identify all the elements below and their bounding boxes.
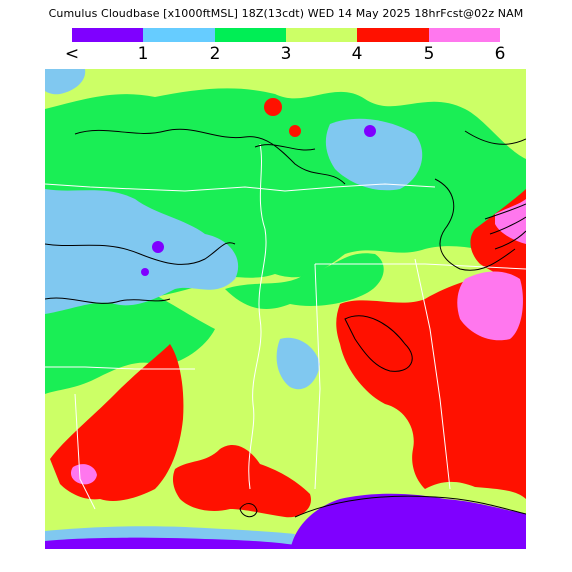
region-1-2kft-central xyxy=(276,337,320,390)
region-4-5kft-southwest xyxy=(50,344,184,501)
colorbar-tick-label: 5 xyxy=(423,44,435,64)
state-border xyxy=(315,263,526,270)
state-border xyxy=(45,366,195,370)
region-below-1kft-spot xyxy=(141,268,149,276)
colorbar-swatch-5-6 xyxy=(428,28,500,42)
region-5-6kft-east xyxy=(457,271,523,341)
colorbar-tick-label: 3 xyxy=(280,44,292,64)
contour-line xyxy=(484,203,526,250)
contour-line xyxy=(239,503,258,518)
colorbar-tick-label: 2 xyxy=(209,44,221,64)
state-borders xyxy=(45,143,526,510)
contour-line xyxy=(294,495,526,518)
contour-line xyxy=(464,130,526,145)
region-4-5kft-south-central xyxy=(172,444,311,518)
region-4-5kft-spot xyxy=(289,125,301,137)
colorbar-swatch-below-1 xyxy=(72,28,144,42)
colorbar-swatch-4-5 xyxy=(357,28,429,42)
colorbar-swatch-3-4 xyxy=(285,28,358,42)
state-border xyxy=(414,258,451,490)
colorbar xyxy=(72,28,500,42)
state-border xyxy=(74,393,96,510)
region-below-1kft-gulf xyxy=(290,493,526,549)
region-below-1kft-spot xyxy=(152,241,164,253)
colorbar-tick-label: 4 xyxy=(351,44,363,64)
chart-title: Cumulus Cloudbase [x1000ftMSL] 18Z(13cdt… xyxy=(48,7,524,20)
region-4-5kft-spot xyxy=(264,98,282,116)
state-border xyxy=(314,263,321,490)
state-border xyxy=(45,183,436,192)
region-1-2kft-northwest xyxy=(45,69,86,95)
region-1-2kft-west xyxy=(45,189,239,314)
colorbar-tick-label: 6 xyxy=(494,44,506,64)
colorbar-ticks: < 1 2 3 4 5 6 xyxy=(0,44,572,66)
colorbar-tick-label: 1 xyxy=(137,44,149,64)
contour-line xyxy=(74,128,346,185)
region-below-1kft-spot xyxy=(364,125,376,137)
contour-line xyxy=(45,242,236,265)
contour-line xyxy=(434,178,516,271)
contour-line xyxy=(254,144,316,151)
map-canvas xyxy=(45,69,526,549)
region-2-3kft-central xyxy=(225,253,384,309)
colorbar-swatch-1-2 xyxy=(143,28,215,42)
cloudbase-contours xyxy=(45,128,526,518)
contour-line xyxy=(344,315,413,372)
region-1-2kft-northeast xyxy=(325,118,423,191)
region-5-6kft-northeast-corner xyxy=(495,199,526,244)
region-below-1kft-gulf-west xyxy=(45,537,295,549)
colorbar-swatch-2-3 xyxy=(214,28,286,42)
state-border xyxy=(248,143,267,490)
colorbar-tick-label: < xyxy=(64,44,80,64)
cloudbase-map xyxy=(45,69,526,549)
contour-line xyxy=(45,297,171,304)
region-5-6kft-southwest xyxy=(70,464,97,485)
